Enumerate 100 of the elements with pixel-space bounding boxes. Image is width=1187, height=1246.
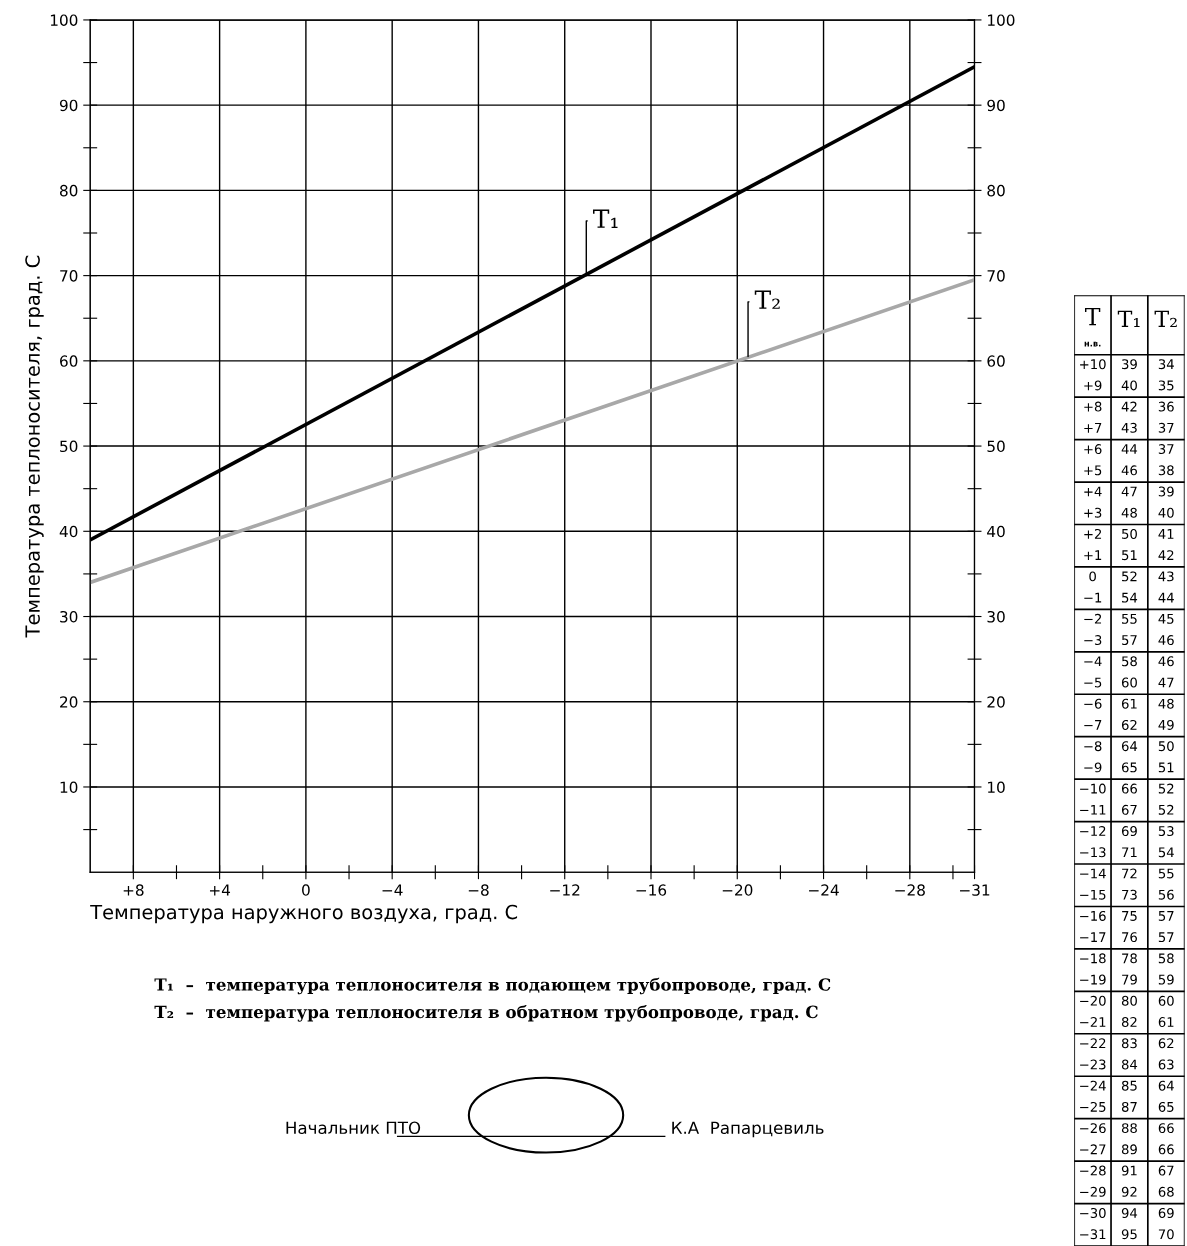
x-tick-label: −24 [809, 884, 839, 896]
y-tick-label: −13 [1080, 847, 1106, 858]
data-label: 95 [1121, 1229, 1137, 1240]
x-tick-label: −20 [722, 884, 753, 896]
data-label: 64 [1158, 1080, 1174, 1091]
y-tick-label: −5 [1084, 677, 1102, 688]
y-tick-label: −8 [1084, 741, 1102, 752]
y-tick-label: 60 [60, 355, 78, 367]
annotation: T₁ [593, 209, 618, 228]
data-label: 79 [1122, 974, 1137, 985]
data-label: 34 [1158, 359, 1174, 370]
data-label: 66 [1158, 1123, 1174, 1134]
x-axis-title: Температура наружного воздуха, град. С [90, 904, 518, 924]
data-label: 54 [1158, 847, 1174, 858]
y-tick-label: −15 [1080, 889, 1106, 900]
y-tick-label: +7 [1084, 423, 1102, 433]
y-tick-label: +8 [1084, 401, 1102, 412]
data-label: 92 [1121, 1186, 1137, 1197]
data-label: 88 [1121, 1123, 1137, 1134]
y-tick-label: −30 [1080, 1208, 1106, 1218]
x-tick-label: −4 [382, 884, 403, 896]
data-label: 49 [1158, 719, 1174, 730]
data-label: 35 [1158, 380, 1174, 391]
x-tick-label: −8 [468, 884, 489, 896]
data-label: 39 [1122, 359, 1137, 370]
data-label: 47 [1121, 486, 1137, 497]
y-tick-label: −7 [1084, 720, 1102, 730]
data-label: 46 [1158, 635, 1174, 646]
data-label: 68 [1158, 1186, 1174, 1197]
data-label: 50 [1158, 741, 1174, 752]
y-tick-label: −21 [1080, 1017, 1106, 1027]
data-label: 36 [1158, 401, 1174, 412]
data-label: 43 [1121, 422, 1137, 433]
y-tick-label: −19 [1080, 974, 1106, 985]
annotation: T₂ [754, 290, 780, 309]
y-tick-label: −28 [1080, 1165, 1106, 1176]
y-tick-label: −20 [1080, 995, 1106, 1006]
y2-tick-label: 50 [987, 440, 1005, 453]
y-tick-label: −4 [1084, 656, 1102, 667]
data-label: 91 [1121, 1165, 1137, 1176]
y-tick-label: −23 [1080, 1059, 1106, 1070]
y-tick-label: −16 [1080, 910, 1106, 921]
data-label: 47 [1158, 677, 1174, 688]
y-tick-label: +10 [1080, 359, 1106, 370]
y-tick-label: +3 [1084, 507, 1102, 518]
y-tick-label: +9 [1084, 380, 1102, 391]
data-label: 89 [1121, 1144, 1137, 1155]
y-tick-label: −11 [1080, 804, 1106, 815]
y-tick-label: −6 [1084, 698, 1102, 709]
data-label: 78 [1122, 953, 1137, 964]
data-label: 50 [1122, 528, 1137, 539]
y-tick-label: −3 [1084, 635, 1102, 646]
data-label: 67 [1121, 804, 1137, 815]
data-label: 69 [1121, 826, 1137, 837]
text: К.А Рапарцевиль [672, 1121, 824, 1138]
data-label: 37 [1158, 422, 1174, 433]
data-label: 38 [1158, 465, 1174, 476]
data-label: 52 [1158, 783, 1174, 794]
y-tick-label: −29 [1080, 1186, 1106, 1197]
data-label: 66 [1158, 1144, 1174, 1155]
y2-tick-label: 70 [987, 270, 1005, 282]
y-tick-label: 100 [50, 14, 78, 26]
y-tick-label: 70 [60, 270, 78, 282]
data-label: 44 [1121, 444, 1138, 454]
data-label: 53 [1158, 826, 1174, 837]
data-label: 45 [1158, 614, 1174, 624]
data-label: 84 [1121, 1059, 1138, 1070]
y-tick-label: +6 [1084, 444, 1102, 455]
data-label: 70 [1158, 1229, 1174, 1240]
x-tick-label: −28 [895, 884, 925, 896]
y2-tick-label: 40 [987, 525, 1005, 538]
y-axis-title: Температура теплоносителя, град. С [25, 255, 44, 638]
data-label: 48 [1121, 507, 1137, 518]
y-tick-label: 40 [59, 525, 78, 538]
y2-tick-label: 100 [988, 14, 1015, 26]
y-tick-label: −2 [1084, 613, 1102, 624]
data-label: 60 [1121, 677, 1137, 688]
data-label: 58 [1158, 953, 1174, 964]
data-label: 62 [1121, 719, 1137, 730]
y-tick-label: 80 [60, 184, 78, 197]
data-label: 55 [1158, 868, 1174, 879]
data-label: 54 [1122, 592, 1138, 603]
data-label: 65 [1121, 762, 1137, 773]
data-label: 63 [1158, 1059, 1174, 1070]
x-tick-label: +8 [123, 884, 144, 896]
y-tick-label: −9 [1084, 762, 1102, 773]
data-label: 39 [1158, 486, 1174, 497]
y-tick-label: 10 [60, 781, 78, 793]
data-label: 75 [1122, 911, 1137, 921]
y-tick-label: 50 [60, 440, 78, 453]
y-tick-label: −25 [1080, 1101, 1106, 1112]
data-label: 52 [1122, 571, 1137, 582]
data-label: 57 [1158, 911, 1174, 921]
x-tick-label: +4 [209, 884, 231, 896]
y-tick-label: −12 [1080, 826, 1106, 836]
y2-tick-label: 90 [987, 99, 1005, 112]
y-tick-label: 30 [60, 610, 78, 623]
data-label: 46 [1121, 465, 1137, 476]
y-tick-label: −27 [1080, 1144, 1106, 1155]
y-tick-label: −10 [1080, 783, 1106, 794]
